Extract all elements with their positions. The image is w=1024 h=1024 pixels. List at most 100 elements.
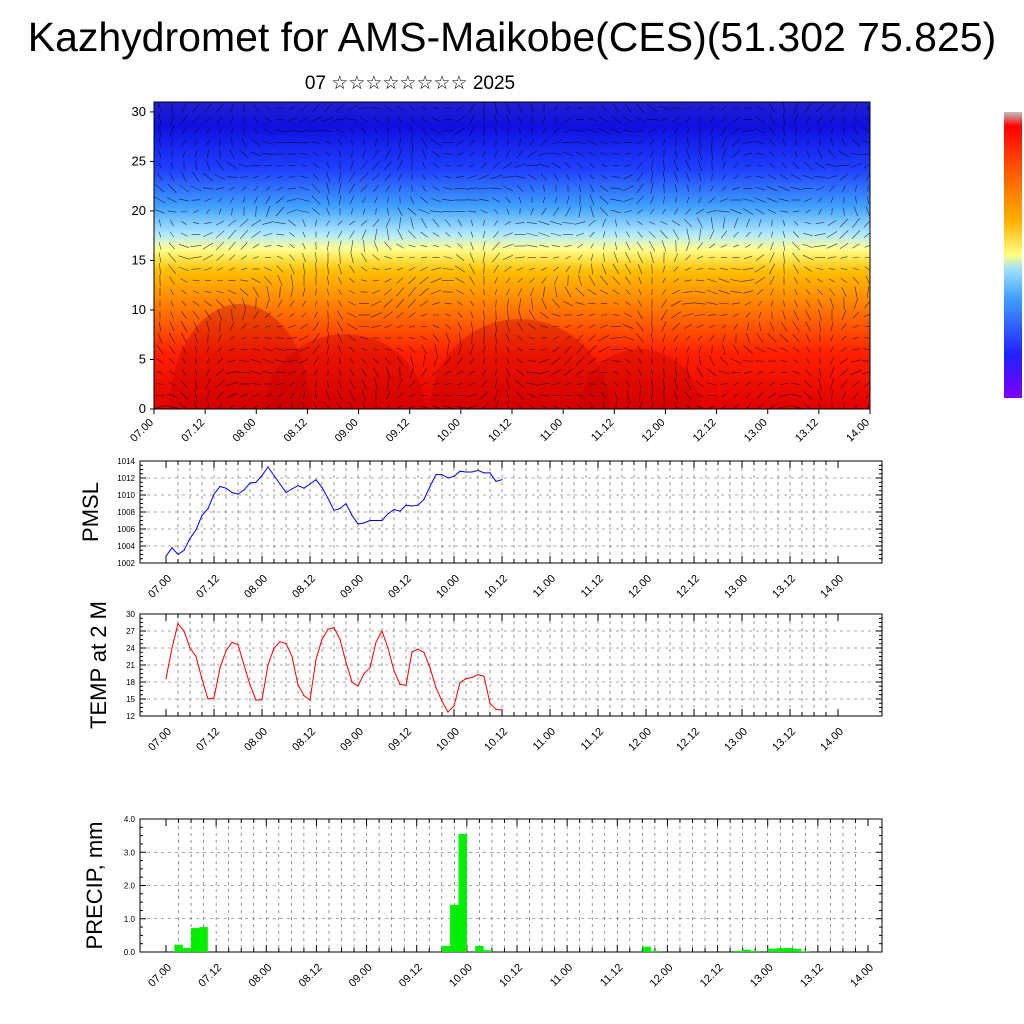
wind-vector bbox=[372, 358, 380, 364]
wind-vector bbox=[576, 107, 584, 109]
wind-vector bbox=[598, 128, 610, 134]
wind-vector bbox=[851, 348, 861, 351]
wind-vector bbox=[265, 186, 271, 191]
wind-vector bbox=[694, 290, 706, 294]
wind-vector bbox=[432, 369, 440, 376]
wind-vector bbox=[711, 148, 713, 160]
wind-vector bbox=[203, 172, 213, 182]
wind-vector bbox=[687, 184, 689, 193]
wind-vector bbox=[733, 313, 739, 317]
wind-vector bbox=[385, 185, 391, 192]
wind-vector bbox=[374, 128, 378, 134]
wind-vector bbox=[841, 323, 847, 330]
wind-vector bbox=[398, 185, 402, 192]
data-point bbox=[243, 664, 245, 666]
wind-vector bbox=[639, 389, 641, 402]
wind-vector bbox=[324, 140, 332, 145]
wind-vector bbox=[603, 252, 605, 263]
wind-vector bbox=[733, 175, 739, 179]
wind-vector bbox=[530, 208, 534, 215]
wind-vector bbox=[867, 185, 869, 192]
wind-vector bbox=[362, 402, 365, 409]
wind-vector bbox=[515, 391, 525, 400]
wind-vector bbox=[745, 381, 751, 387]
wind-vector bbox=[204, 279, 212, 282]
wind-vector bbox=[494, 379, 498, 389]
wind-vector bbox=[227, 359, 237, 363]
precip-bar bbox=[767, 948, 777, 952]
wind-vector bbox=[346, 312, 358, 318]
wind-vector bbox=[553, 336, 559, 340]
wind-vector bbox=[411, 148, 413, 160]
wind-vector bbox=[180, 321, 188, 332]
x-tick-label: 08.00 bbox=[246, 962, 274, 990]
wind-vector bbox=[661, 288, 667, 296]
wind-vector bbox=[708, 406, 716, 408]
wind-vector bbox=[156, 371, 164, 374]
wind-vector bbox=[327, 332, 329, 344]
y-tick-label: 24 bbox=[126, 644, 135, 653]
wind-vector bbox=[313, 322, 319, 331]
wind-vector bbox=[179, 391, 189, 400]
wind-vector bbox=[420, 217, 428, 229]
wind-vector bbox=[732, 117, 740, 122]
wind-vector bbox=[420, 137, 428, 148]
wind-vector bbox=[526, 371, 538, 374]
precip-bar bbox=[199, 927, 208, 952]
wind-vector bbox=[841, 309, 847, 321]
wind-vector bbox=[205, 209, 211, 214]
wind-vector bbox=[651, 320, 653, 333]
wind-vector bbox=[829, 367, 835, 378]
wind-vector bbox=[361, 252, 367, 263]
wind-vector bbox=[158, 321, 162, 332]
wind-vector bbox=[601, 263, 607, 275]
wind-vector bbox=[180, 232, 188, 237]
wind-vector bbox=[178, 255, 190, 260]
wind-vector bbox=[792, 161, 800, 170]
wind-vector bbox=[408, 244, 416, 248]
wind-vector bbox=[192, 127, 200, 135]
wind-vector bbox=[819, 334, 821, 342]
wind-vector bbox=[770, 241, 774, 251]
wind-vector bbox=[384, 268, 392, 270]
wind-vector bbox=[337, 300, 343, 307]
wind-vector bbox=[649, 208, 655, 215]
wind-vector bbox=[230, 103, 234, 113]
wind-vector bbox=[240, 242, 248, 250]
wind-vector bbox=[396, 287, 404, 297]
wind-vector bbox=[757, 381, 763, 387]
wind-vector bbox=[670, 300, 682, 307]
x-tick-label: 14.00 bbox=[848, 962, 876, 990]
wind-vector bbox=[478, 198, 490, 202]
wind-vector bbox=[349, 230, 355, 239]
wind-vector bbox=[710, 217, 714, 229]
wind-vector bbox=[659, 118, 669, 121]
x-tick-label: 13.00 bbox=[722, 573, 750, 601]
wind-vector bbox=[348, 183, 356, 194]
data-point bbox=[339, 638, 341, 641]
wind-vector bbox=[732, 186, 740, 191]
wind-vector bbox=[430, 197, 442, 203]
wind-vector bbox=[290, 286, 294, 298]
wind-vector bbox=[550, 140, 562, 145]
data-point bbox=[411, 505, 413, 507]
wind-vector bbox=[264, 394, 272, 397]
wind-vector bbox=[613, 381, 619, 387]
wind-vector bbox=[383, 160, 393, 171]
wind-vector bbox=[444, 164, 452, 167]
wind-vector bbox=[673, 278, 679, 283]
wind-vector bbox=[531, 116, 533, 123]
wind-vector bbox=[564, 117, 572, 122]
wind-vector bbox=[289, 312, 295, 318]
wind-vector bbox=[826, 231, 838, 238]
wind-vector bbox=[538, 383, 550, 385]
wind-vector bbox=[239, 149, 249, 159]
wind-vector bbox=[551, 382, 561, 386]
wind-vector bbox=[564, 162, 572, 169]
wind-vector bbox=[482, 369, 486, 376]
wind-vector bbox=[864, 244, 870, 248]
wind-vector bbox=[543, 286, 545, 298]
wind-vector bbox=[745, 312, 751, 318]
wind-vector bbox=[550, 369, 562, 376]
wind-vector bbox=[313, 163, 319, 168]
